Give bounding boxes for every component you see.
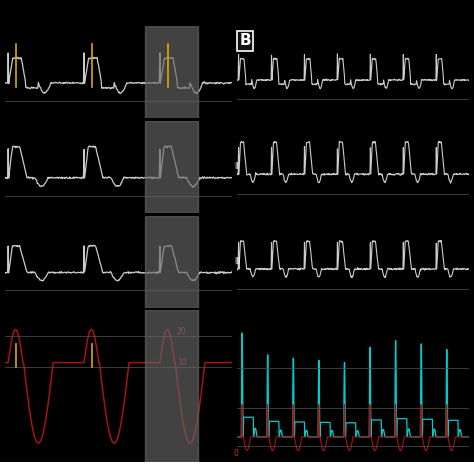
Text: B: B [239,34,251,48]
Bar [145,121,198,213]
Bar [145,26,198,118]
Text: Expiration: Expiration [307,327,378,339]
Text: II: II [235,163,239,172]
Text: III: III [235,257,241,266]
Text: LV 200 B: LV 200 B [239,319,270,325]
Bar [145,310,198,462]
Text: RV 40: RV 40 [239,337,260,344]
Bar [145,216,198,308]
Text: 0: 0 [234,449,238,458]
Text: 10: 10 [177,358,187,367]
Text: 20: 20 [177,327,187,336]
